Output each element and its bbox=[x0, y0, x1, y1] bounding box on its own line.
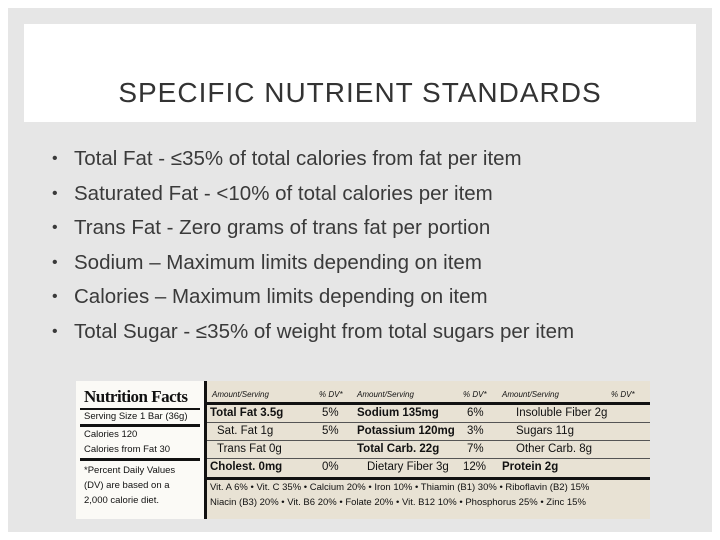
slide-title: SPECIFIC NUTRIENT STANDARDS bbox=[118, 77, 602, 108]
rule bbox=[207, 402, 650, 405]
bullet-item: • Trans Fat - Zero grams of trans fat per… bbox=[52, 214, 574, 249]
bullet-text: Sodium – Maximum limits depending on ite… bbox=[74, 250, 482, 274]
header-dv: % DV* bbox=[463, 390, 487, 399]
bullet-dot: • bbox=[52, 150, 58, 167]
nutrition-facts-image: Nutrition Facts Serving Size 1 Bar (36g)… bbox=[76, 381, 650, 519]
rule bbox=[80, 408, 200, 410]
bullet-item: • Total Sugar - ≤35% of weight from total… bbox=[52, 318, 574, 353]
vitamins-line: Niacin (B3) 20% • Vit. B6 20% • Folate 2… bbox=[210, 497, 586, 508]
bullet-dot: • bbox=[52, 322, 58, 340]
nutrient-cell: Total Carb. 22g bbox=[357, 443, 440, 455]
nutrient-cell: Sugars 11g bbox=[516, 425, 574, 437]
header-dv: % DV* bbox=[319, 390, 343, 399]
nutrient-cell: Insoluble Fiber 2g bbox=[516, 407, 608, 419]
bullet-list: • Total Fat - ≤35% of total calories from… bbox=[52, 145, 574, 352]
header-amount: Amount/Serving bbox=[212, 390, 269, 399]
bullet-item: • Sodium – Maximum limits depending on it… bbox=[52, 249, 574, 284]
dv-note: (DV) are based on a bbox=[84, 480, 170, 491]
dv-note: *Percent Daily Values bbox=[84, 465, 176, 476]
bullet-text: Total Sugar - ≤35% of weight from total … bbox=[74, 319, 575, 343]
rule bbox=[207, 477, 650, 480]
rule bbox=[207, 440, 650, 441]
title-box: SPECIFIC NUTRIENT STANDARDS bbox=[24, 24, 696, 122]
bullet-item: • Total Fat - ≤35% of total calories from… bbox=[52, 145, 574, 180]
bullet-dot: • bbox=[52, 288, 58, 305]
calories-from-fat: Calories from Fat 30 bbox=[84, 444, 171, 455]
serving-size: Serving Size 1 Bar (36g) bbox=[84, 411, 188, 422]
nutrient-cell: Dietary Fiber 3g bbox=[367, 461, 449, 473]
nutrient-cell: Protein 2g bbox=[502, 461, 559, 473]
rule bbox=[80, 458, 200, 461]
nutrient-cell: Potassium 120mg bbox=[357, 425, 455, 437]
bullet-text: Trans Fat - Zero grams of trans fat per … bbox=[74, 216, 491, 239]
bullet-item: • Calories – Maximum limits depending on … bbox=[52, 283, 574, 318]
dv-note: 2,000 calorie diet. bbox=[84, 495, 159, 506]
dv-cell: 12% bbox=[463, 461, 487, 473]
bullet-dot: • bbox=[52, 219, 58, 236]
bullet-text: Total Fat - ≤35% of total calories from … bbox=[74, 147, 522, 170]
bullet-text: Calories – Maximum limits depending on i… bbox=[74, 285, 488, 308]
rule bbox=[207, 422, 650, 423]
bullet-text: Saturated Fat - <10% of total calories p… bbox=[74, 181, 493, 205]
dv-cell: 5% bbox=[322, 425, 339, 437]
header-amount: Amount/Serving bbox=[357, 390, 414, 399]
rule bbox=[80, 424, 200, 427]
nutrient-cell: Trans Fat 0g bbox=[217, 443, 282, 455]
nutrient-cell: Sat. Fat 1g bbox=[217, 425, 274, 437]
dv-cell: 6% bbox=[467, 407, 484, 419]
bullet-item: • Saturated Fat - <10% of total calories … bbox=[52, 180, 574, 215]
dv-cell: 5% bbox=[322, 407, 339, 419]
vitamins-line: Vit. A 6% • Vit. C 35% • Calcium 20% • I… bbox=[210, 482, 590, 493]
bullet-dot: • bbox=[52, 184, 58, 202]
nutrient-cell: Total Fat 3.5g bbox=[210, 407, 284, 419]
header-dv: % DV* bbox=[611, 390, 635, 399]
calories: Calories 120 bbox=[84, 429, 138, 440]
rule bbox=[207, 458, 650, 459]
nutrient-cell: Other Carb. 8g bbox=[516, 443, 593, 455]
nutrition-facts-summary: Nutrition Facts Serving Size 1 Bar (36g)… bbox=[76, 381, 207, 519]
nutrition-facts-title: Nutrition Facts bbox=[84, 387, 188, 406]
nutrient-cell: Sodium 135mg bbox=[357, 407, 439, 419]
nutrient-grid: Amount/Serving % DV* Amount/Serving % DV… bbox=[207, 381, 650, 519]
bullet-dot: • bbox=[52, 253, 58, 271]
dv-cell: 3% bbox=[467, 425, 484, 437]
dv-cell: 0% bbox=[322, 461, 339, 473]
dv-cell: 7% bbox=[467, 443, 484, 455]
nutrient-cell: Cholest. 0mg bbox=[210, 461, 283, 473]
header-amount: Amount/Serving bbox=[502, 390, 559, 399]
